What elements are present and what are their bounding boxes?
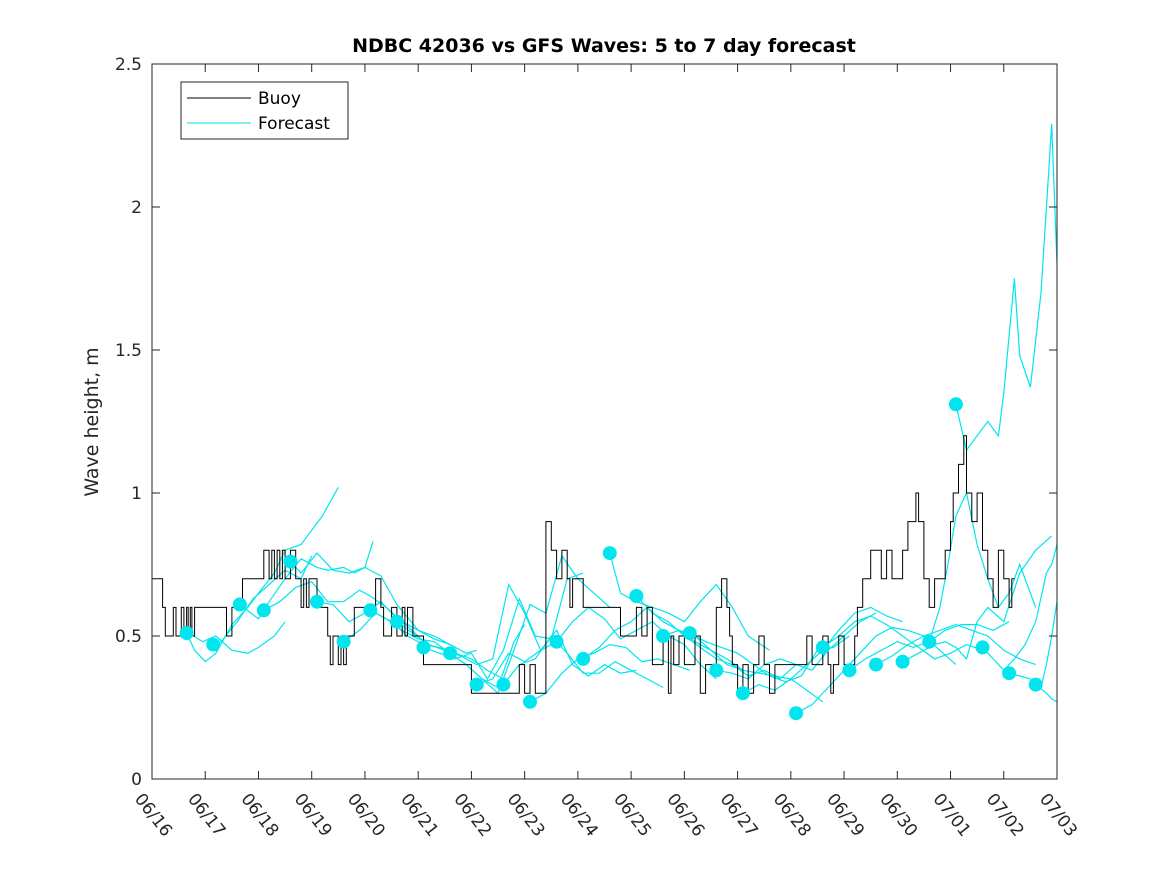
forecast-start-marker-10 <box>443 646 458 661</box>
forecast-line-29 <box>955 124 1057 452</box>
forecast-start-marker-9 <box>416 640 431 655</box>
forecast-start-marker-26 <box>895 654 910 669</box>
forecast-start-marker-28 <box>948 397 963 412</box>
y-tick-label-3: 1.5 <box>115 341 142 361</box>
forecast-start-marker-27 <box>922 634 937 649</box>
forecast-start-marker-12 <box>496 677 511 692</box>
legend-box <box>180 81 349 140</box>
forecast-line-24 <box>822 615 983 660</box>
forecast-start-marker-1 <box>206 637 221 652</box>
y-axis-label: Wave height, m <box>81 347 103 496</box>
forecast-start-marker-16 <box>602 546 617 561</box>
forecast-line-26 <box>875 623 1036 666</box>
forecast-start-marker-3 <box>256 603 271 618</box>
forecast-start-marker-21 <box>735 686 750 701</box>
forecast-start-marker-31 <box>1028 677 1043 692</box>
chart-title: NDBC 42036 vs GFS Waves: 5 to 7 day fore… <box>352 35 856 57</box>
forecast-start-marker-13 <box>523 694 537 709</box>
y-tick-label-5: 2.5 <box>115 55 142 75</box>
forecast-start-marker-4 <box>283 554 298 569</box>
forecast-start-marker-29 <box>975 640 990 655</box>
forecast-start-marker-24 <box>842 663 857 678</box>
forecast-start-marker-20 <box>709 663 724 678</box>
y-tick-label-0: 0 <box>131 770 142 790</box>
plot-series-group <box>152 124 1057 714</box>
forecast-start-marker-11 <box>469 677 484 692</box>
y-tick-label-4: 2 <box>131 198 142 218</box>
forecast-start-marker-14 <box>549 634 564 649</box>
forecast-start-marker-2 <box>232 597 247 612</box>
legend: Buoy Forecast <box>180 81 349 140</box>
forecast-start-marker-8 <box>389 614 404 629</box>
forecast-start-marker-19 <box>682 626 697 641</box>
forecast-line-30 <box>982 544 1057 672</box>
forecast-start-marker-17 <box>629 589 644 603</box>
forecast-start-marker-7 <box>363 603 378 618</box>
forecast-start-marker-15 <box>576 651 591 666</box>
forecast-start-marker-23 <box>815 640 830 655</box>
forecast-start-marker-18 <box>656 629 671 643</box>
forecast-line-13 <box>502 635 664 689</box>
forecast-line-3 <box>188 621 286 654</box>
forecast-start-marker-30 <box>1002 666 1017 681</box>
forecast-start-marker-5 <box>310 594 324 609</box>
forecast-line-5 <box>289 552 451 646</box>
legend-label-1: Forecast <box>258 114 330 134</box>
forecast-start-marker-22 <box>789 706 804 721</box>
y-tick-label-2: 1 <box>131 484 142 504</box>
buoy-line <box>152 435 1015 694</box>
forecast-start-marker-0 <box>179 626 194 641</box>
forecast-start-marker-6 <box>336 634 351 649</box>
forecast-line-1 <box>212 555 313 646</box>
plot-area <box>152 124 1057 721</box>
y-tick-label-1: 0.5 <box>115 627 142 647</box>
forecast-line-12 <box>476 629 637 686</box>
legend-label-0: Buoy <box>258 89 301 109</box>
axes-box <box>151 63 1058 780</box>
forecast-line-0 <box>186 487 339 663</box>
forecast-start-marker-25 <box>869 657 883 672</box>
